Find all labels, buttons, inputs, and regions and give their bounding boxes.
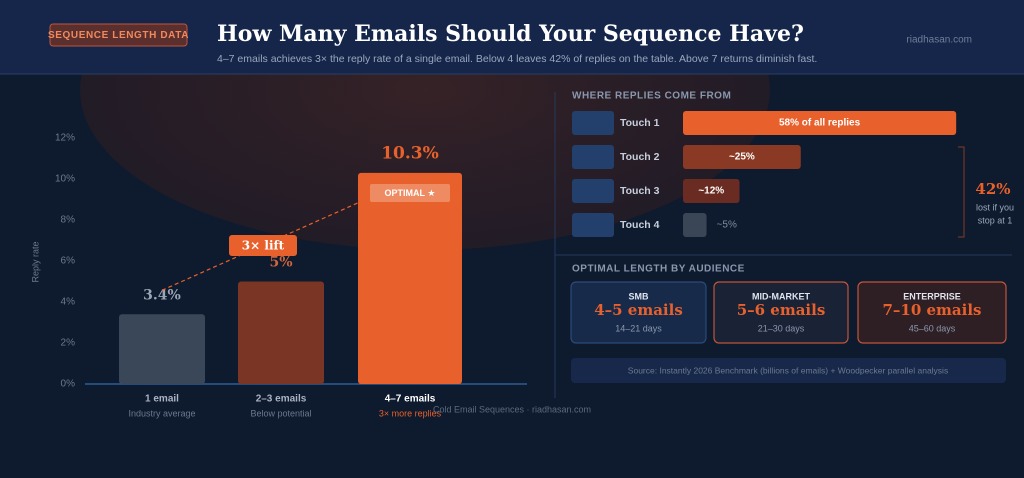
category-label: Touch 4 — [620, 219, 660, 231]
x-tick-label: 2–3 emails — [256, 394, 307, 405]
section-title: OPTIMAL LENGTH BY AUDIENCE — [572, 264, 745, 275]
category-label: Touch 3 — [620, 185, 660, 197]
bar — [358, 172, 462, 384]
annotation-note: lost if you — [976, 202, 1014, 212]
title: How Many Emails Should Your Sequence Hav… — [217, 21, 804, 47]
touch-chip — [572, 213, 614, 237]
section-title: WHERE REPLIES COME FROM — [572, 91, 731, 102]
card-days: 21–30 days — [758, 323, 805, 333]
bar — [119, 314, 205, 384]
y-tick-label: 6% — [61, 256, 76, 267]
value-label: ~25% — [729, 152, 755, 163]
value-label: 3.4% — [143, 287, 181, 303]
annotation-value: 42% — [975, 180, 1010, 198]
card-length: 7–10 emails — [882, 301, 981, 319]
y-axis-label: Reply rate — [30, 241, 40, 282]
lift-badge — [229, 235, 297, 256]
touch-chip — [572, 179, 614, 203]
value-label: 10.3% — [381, 143, 439, 163]
card-segment: MID-MARKET — [752, 291, 810, 301]
bar — [683, 179, 740, 203]
audience-card — [713, 281, 849, 344]
y-tick-label: 4% — [61, 297, 76, 308]
value-label: 5% — [269, 255, 292, 271]
bar — [238, 281, 324, 384]
card-days: 45–60 days — [909, 323, 956, 333]
card-days: 14–21 days — [615, 323, 662, 333]
category-label: Touch 2 — [620, 151, 660, 163]
card-segment: ENTERPRISE — [903, 291, 961, 301]
footer: Cold Email Sequences · riadhasan.com — [433, 404, 591, 414]
badge: SEQUENCE LENGTH DATA — [48, 30, 189, 41]
y-tick-label: 8% — [61, 215, 76, 226]
audience-card — [857, 281, 1007, 344]
value-label: ~5% — [717, 220, 737, 231]
annotation-note: stop at 1 — [978, 215, 1013, 225]
value-label: ~12% — [698, 186, 724, 197]
audience-card — [570, 281, 707, 344]
card-length: 4–5 emails — [594, 301, 683, 319]
touch-chip — [572, 145, 614, 169]
source-box — [571, 358, 1006, 383]
card-segment: SMB — [629, 291, 650, 301]
bar — [683, 145, 801, 169]
x-tick-sublabel: Below potential — [250, 408, 311, 418]
y-tick-label: 2% — [61, 338, 76, 349]
x-tick-sublabel: 3× more replies — [379, 408, 442, 418]
y-tick-label: 10% — [55, 174, 75, 185]
bar — [683, 111, 957, 135]
optimal-label: OPTIMAL ★ — [385, 188, 436, 198]
touch-chip — [572, 111, 614, 135]
source: Source: Instantly 2026 Benchmark (billio… — [628, 365, 948, 375]
x-tick-label: 1 email — [145, 394, 179, 405]
badge-box — [49, 23, 188, 47]
optimal-badge — [370, 184, 450, 202]
value-label: 58% of all replies — [779, 118, 861, 129]
bar — [683, 213, 707, 237]
x-tick-label: 4–7 emails — [385, 394, 436, 405]
y-tick-label: 12% — [55, 133, 75, 144]
lift-label: 3× lift — [242, 239, 285, 253]
x-tick-sublabel: Industry average — [128, 408, 195, 418]
brand: riadhasan.com — [906, 35, 972, 46]
card-length: 5–6 emails — [737, 301, 826, 319]
y-tick-label: 0% — [61, 379, 76, 390]
category-label: Touch 1 — [620, 117, 660, 129]
bracket — [958, 146, 965, 238]
subtitle: 4–7 emails achieves 3× the reply rate of… — [217, 53, 817, 65]
